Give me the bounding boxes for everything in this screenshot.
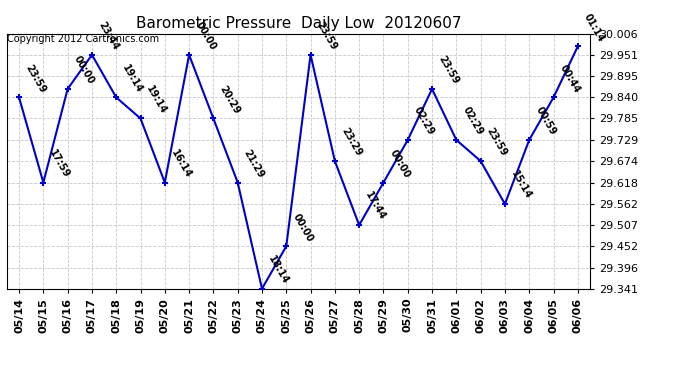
Text: 23:59: 23:59 xyxy=(485,126,509,158)
Text: 00:00: 00:00 xyxy=(290,211,315,243)
Text: 00:59: 00:59 xyxy=(533,105,558,137)
Text: 18:14: 18:14 xyxy=(266,254,290,286)
Text: 23:59: 23:59 xyxy=(315,20,339,52)
Text: 23:29: 23:29 xyxy=(339,126,363,158)
Text: 17:59: 17:59 xyxy=(48,148,72,180)
Text: 01:14: 01:14 xyxy=(582,12,606,44)
Text: 20:29: 20:29 xyxy=(217,84,241,116)
Text: 00:00: 00:00 xyxy=(193,20,217,52)
Text: 19:14: 19:14 xyxy=(120,63,144,94)
Text: 17:44: 17:44 xyxy=(364,190,388,222)
Text: 00:00: 00:00 xyxy=(388,148,412,180)
Text: 16:14: 16:14 xyxy=(169,148,193,180)
Text: 00:00: 00:00 xyxy=(72,54,96,86)
Text: 23:59: 23:59 xyxy=(436,54,460,86)
Text: Copyright 2012 Cartronics.com: Copyright 2012 Cartronics.com xyxy=(7,34,159,44)
Text: 02:29: 02:29 xyxy=(412,105,436,137)
Text: 02:29: 02:29 xyxy=(460,105,484,137)
Text: 00:44: 00:44 xyxy=(558,63,582,94)
Title: Barometric Pressure  Daily Low  20120607: Barometric Pressure Daily Low 20120607 xyxy=(136,16,461,31)
Text: 23:59: 23:59 xyxy=(23,63,48,94)
Text: 15:14: 15:14 xyxy=(509,170,533,201)
Text: 21:29: 21:29 xyxy=(242,148,266,180)
Text: 19:14: 19:14 xyxy=(145,84,169,116)
Text: 23:44: 23:44 xyxy=(96,20,120,52)
